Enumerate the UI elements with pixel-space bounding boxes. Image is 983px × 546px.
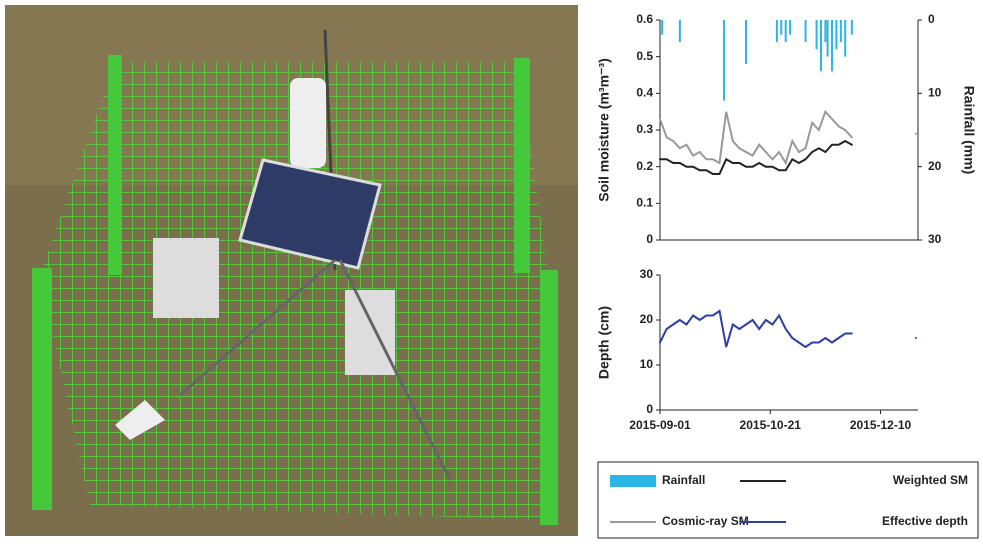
post: [514, 58, 530, 273]
y-tick-label: 0.1: [636, 196, 653, 210]
rain-bar: [785, 20, 787, 42]
rain-bar: [805, 20, 807, 42]
post: [108, 55, 122, 275]
figure: 0 0.1 0.2 0.3 0.4 0.5 0.6 Soil moisture (m³m⁻³)…: [0, 0, 983, 541]
y-tick-label: 0.6: [636, 12, 653, 26]
y-tick-label: 0.2: [636, 159, 653, 173]
legend-label: Rainfall: [662, 473, 705, 487]
y2-tick-label: 0: [928, 12, 935, 26]
legend-label: Effective depth: [882, 514, 968, 528]
y2-axis-title: Rainfall (mm): [961, 86, 977, 175]
rain-bar: [780, 20, 782, 35]
fence-front: [40, 275, 548, 520]
logger-box: [153, 238, 219, 318]
rain-bar: [824, 20, 826, 42]
y-tick-label: 10: [640, 357, 654, 371]
y-axis-title: Soil moisture (m³m⁻³): [596, 58, 612, 202]
rain-bar: [851, 20, 853, 35]
y-tick-label: 20: [640, 312, 654, 326]
y-tick-label: 0: [646, 232, 653, 246]
y-tick-label: 30: [640, 267, 654, 281]
photo: [5, 5, 578, 536]
rain-bar: [679, 20, 681, 42]
post: [32, 268, 52, 510]
post: [540, 270, 558, 525]
rain-bar: [840, 20, 842, 42]
legend-label: Weighted SM: [893, 473, 968, 487]
rain-bar: [835, 20, 837, 49]
y-axis-title: Depth (cm): [596, 306, 612, 379]
rain-bar: [661, 20, 663, 35]
rain-bar: [789, 20, 791, 35]
legend-label: Cosmic-ray SM: [662, 514, 749, 528]
rain-bar: [776, 20, 778, 42]
series-line: [660, 112, 916, 163]
battery-box: [345, 290, 395, 375]
rain-bar: [844, 20, 846, 57]
series-line: [660, 311, 916, 347]
page: {"chart_data": [ {"type": "line", "y_lab…: [0, 0, 983, 546]
x-tick-label: 2015-12-10: [850, 418, 912, 432]
rain-bar: [745, 20, 747, 64]
rain-bar: [723, 20, 725, 101]
y-tick-label: 0.5: [636, 49, 653, 63]
rain-bar: [816, 20, 818, 49]
series-line: [660, 141, 852, 174]
rain-bar: [827, 20, 829, 57]
y2-tick-label: 30: [928, 232, 942, 246]
y-tick-label: 0.4: [636, 86, 653, 100]
y2-tick-label: 10: [928, 86, 942, 100]
x-tick-label: 2015-10-21: [740, 418, 802, 432]
y-tick-label: 0: [646, 402, 653, 416]
rain-bar: [831, 20, 833, 71]
rain-bar: [820, 20, 822, 71]
legend-swatch: [610, 475, 656, 487]
x-tick-label: 2015-09-01: [629, 418, 691, 432]
y2-tick-label: 20: [928, 159, 942, 173]
y-tick-label: 0.3: [636, 122, 653, 136]
sensor: [290, 78, 326, 168]
